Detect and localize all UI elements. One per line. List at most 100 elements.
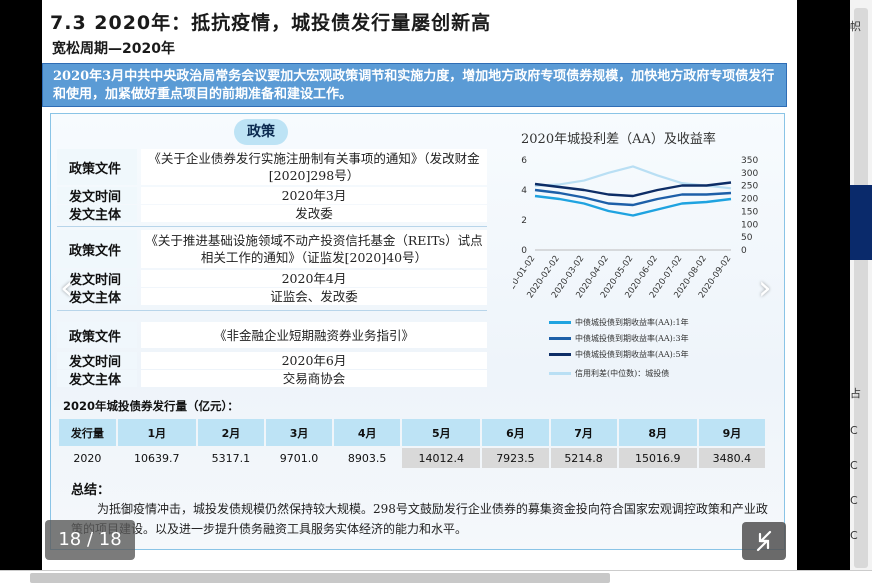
policy-issuer-row: 发文主体 发改委 [57, 205, 487, 223]
table-cell: 5214.8 [550, 448, 617, 468]
y-right-tick-label: 250 [741, 182, 758, 192]
policy-issuer-value: 发改委 [141, 205, 487, 222]
policy-separator [57, 310, 487, 311]
policy-issuer-row: 发文主体 证监会、发改委 [57, 288, 487, 306]
table-cell: 7923.5 [482, 448, 549, 468]
table-header-cell: 7月 [550, 419, 617, 446]
policy-date-value: 2020年6月 [141, 352, 487, 369]
policy-file-row: 政策文件 《非金融企业短期融资券业务指引》 [57, 322, 487, 348]
side-text: C [850, 494, 858, 507]
policy-file-label: 政策文件 [57, 149, 137, 185]
side-text: 占 [850, 387, 861, 400]
series-line [534, 188, 732, 207]
summary-text: 为抵御疫情冲击，城投发债规模仍然保持较大规模。298号文鼓励发行企业债券的募集资… [71, 502, 768, 536]
y-left-tick-label: 2 [521, 216, 527, 226]
policy-date-row: 发文时间 2020年6月 [57, 352, 487, 370]
content-panel: 政策 政策文件 《关于企业债券发行实施注册制有关事项的通知》（发改财金[2020… [50, 113, 785, 550]
policy-date-row: 发文时间 2020年3月 [57, 187, 487, 205]
policy-issuer-label: 发文主体 [57, 288, 137, 306]
table-cell: 9701.0 [279, 451, 319, 465]
y-right-tick-label: 350 [741, 156, 758, 166]
table-header-cell: 1月 [117, 419, 196, 446]
policy-issuer-value: 交易商协会 [141, 370, 487, 387]
policy-date-row: 发文时间 2020年4月 [57, 270, 487, 288]
table-cell: 10639.7 [134, 451, 180, 465]
table-header-cell: 4月 [334, 419, 401, 446]
policy-issuer-row: 发文主体 交易商协会 [57, 370, 487, 388]
table-header-cell: 6月 [482, 419, 549, 446]
table-cell: 2020 [73, 451, 102, 465]
table-cell: 8903.5 [347, 451, 387, 465]
table-header-cell: 3月 [265, 419, 333, 446]
y-right-tick-label: 200 [741, 195, 758, 205]
legend-item: 中债城投债到期收益率(AA):1年 [549, 317, 789, 328]
table-header-cell: 2月 [197, 419, 264, 446]
table-header-cell: 发行量 [59, 419, 116, 446]
vertical-scrollbar-thumb[interactable] [854, 8, 868, 568]
left-black-strip [0, 0, 42, 588]
policy-date-label: 发文时间 [57, 187, 137, 205]
y-left-tick-label: 4 [521, 186, 527, 196]
table-header-cell: 9月 [698, 419, 765, 446]
legend-item: 信用利差(中位数)：城投债 [549, 368, 789, 379]
legend-label: 中债城投债到期收益率(AA):1年 [575, 318, 689, 327]
legend-swatch [549, 353, 571, 356]
table-cell: 5317.1 [211, 451, 251, 465]
table-header-cell: 8月 [618, 419, 697, 446]
table-row: 2020 10639.7 5317.1 9701.0 8903.5 14012.… [59, 448, 765, 468]
policy-file-row: 政策文件 《关于推进基础设施领域不动产投资信托基金（REITs）试点相关工作的通… [57, 230, 487, 268]
horizontal-scrollbar-thumb[interactable] [30, 573, 610, 583]
policy-file-row: 政策文件 《关于企业债券发行实施注册制有关事项的通知》（发改财金[2020]29… [57, 149, 487, 185]
y-right-tick-label: 150 [741, 207, 758, 217]
legend-label: 中债城投债到期收益率(AA):5年 [575, 350, 689, 359]
y-left-tick-label: 0 [521, 246, 527, 256]
side-text: 帜 [850, 20, 861, 33]
legend-item: 中债城投债到期收益率(AA):3年 [549, 333, 789, 344]
summary-label: 总结： [71, 483, 111, 498]
table-cell: 14012.4 [402, 448, 481, 468]
exit-fullscreen-button[interactable] [742, 522, 786, 560]
side-blue-block [850, 185, 872, 260]
page-counter: 18 / 18 [45, 520, 135, 560]
policy-file-value: 《关于企业债券发行实施注册制有关事项的通知》（发改财金[2020]298号） [141, 149, 487, 185]
slide-title: 7.3 2020年：抵抗疫情，城投债发行量屡创新高 [50, 12, 492, 34]
chart-title: 2020年城投利差（AA）及收益率 [521, 132, 716, 147]
table-header-row: 发行量 1月 2月 3月 4月 5月 6月 7月 8月 9月 [59, 419, 765, 446]
policy-file-value: 《关于推进基础设施领域不动产投资信托基金（REITs）试点相关工作的通知》（证监… [141, 230, 487, 268]
issuance-table: 发行量 1月 2月 3月 4月 5月 6月 7月 8月 9月 2020 1063… [57, 417, 767, 470]
legend-swatch [549, 337, 571, 340]
policy-date-value: 2020年3月 [141, 187, 487, 204]
slide-subtitle: 宽松周期—2020年 [52, 41, 175, 57]
series-line [534, 181, 732, 198]
policy-date-value: 2020年4月 [141, 270, 487, 287]
legend-swatch [549, 321, 571, 324]
legend-label: 中债城投债到期收益率(AA):3年 [575, 334, 689, 343]
side-text: C [850, 459, 858, 472]
y-left-tick-label: 6 [521, 156, 527, 166]
policy-badge: 政策 [234, 119, 288, 145]
policy-banner: 2020年3月中共中央政治局常务会议要加大宏观政策调节和实施力度，增加地方政府专… [42, 63, 787, 107]
table-cell: 15016.9 [618, 448, 697, 468]
y-right-tick-label: 300 [741, 169, 758, 179]
policy-file-label: 政策文件 [57, 322, 137, 348]
y-right-tick-label: 50 [741, 233, 753, 243]
legend-label: 信用利差(中位数)：城投债 [575, 369, 670, 378]
policy-date-label: 发文时间 [57, 352, 137, 370]
spread-yield-chart: 02460501001502002503003502020-01-022020-… [513, 156, 758, 300]
policy-date-label: 发文时间 [57, 270, 137, 288]
policy-issuer-label: 发文主体 [57, 205, 137, 223]
policy-issuer-value: 证监会、发改委 [141, 288, 487, 305]
slide: 7.3 2020年：抵抗疫情，城投债发行量屡创新高 宽松周期—2020年 202… [42, 0, 797, 570]
collapse-icon [756, 530, 772, 552]
table-title: 2020年城投债券发行量（亿元）： [63, 399, 239, 413]
legend-item: 中债城投债到期收益率(AA):5年 [549, 349, 789, 360]
prev-slide-icon[interactable]: ‹ [60, 268, 74, 308]
series-line [534, 194, 732, 217]
y-right-tick-label: 0 [741, 246, 747, 256]
y-right-tick-label: 100 [741, 220, 758, 230]
next-slide-icon[interactable]: › [758, 268, 772, 308]
side-text: C [850, 424, 858, 437]
legend-swatch [549, 372, 571, 375]
side-text: C [850, 529, 858, 542]
table-cell: 3480.4 [698, 448, 765, 468]
